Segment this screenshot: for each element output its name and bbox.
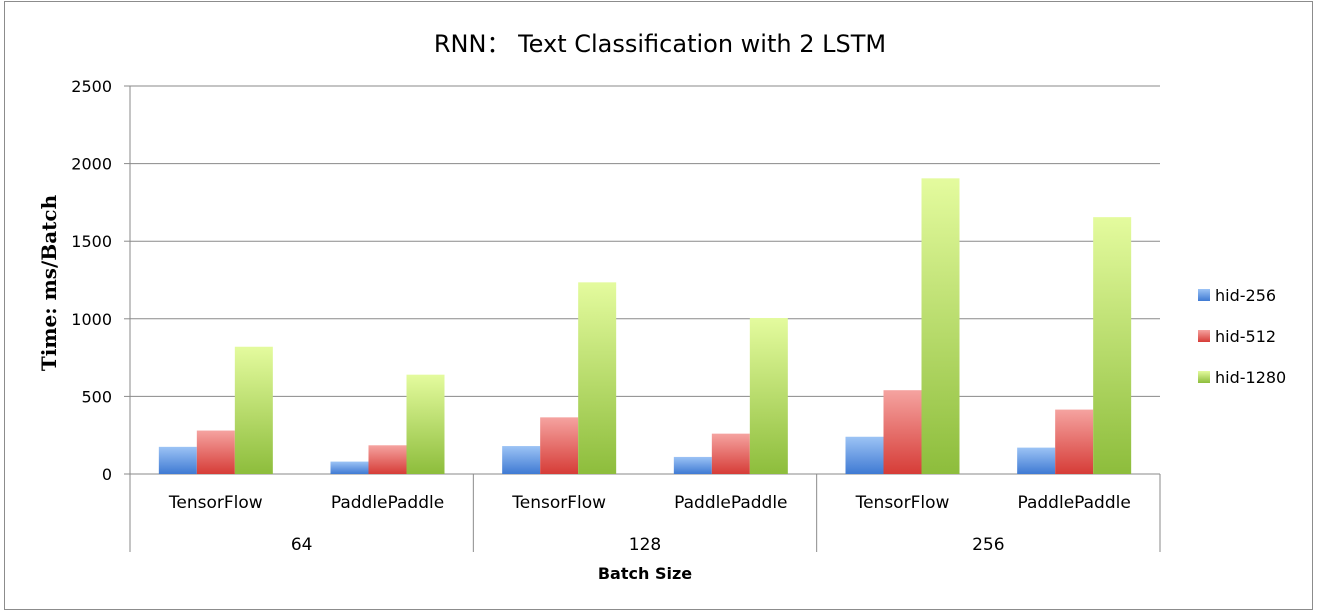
bar-hid-512-3 bbox=[711, 433, 750, 474]
bar-hid-1280-5 bbox=[1093, 217, 1132, 475]
legend-swatch bbox=[1198, 330, 1210, 342]
legend: hid-256 hid-512 hid-1280 bbox=[1198, 286, 1286, 387]
bar-hid-256-4 bbox=[845, 436, 884, 474]
category-label: TensorFlow bbox=[511, 493, 606, 513]
y-tick-label: 1500 bbox=[71, 232, 112, 251]
y-axis-ticks: 0 500 1000 1500 2000 2500 bbox=[71, 77, 112, 484]
bar-hid-512-5 bbox=[1055, 409, 1094, 474]
group-label: 128 bbox=[629, 535, 661, 555]
legend-label: hid-512 bbox=[1215, 327, 1276, 346]
bar-hid-512-1 bbox=[368, 445, 407, 474]
bar-hid-512-4 bbox=[883, 390, 922, 474]
bar-hid-512-2 bbox=[540, 417, 579, 474]
chart-frame bbox=[4, 1, 1313, 610]
category-label: PaddlePaddle bbox=[1017, 493, 1130, 513]
bar-hid-256-5 bbox=[1017, 447, 1056, 474]
y-axis-label: Time: ms/Batch bbox=[37, 194, 61, 371]
bars bbox=[158, 178, 1132, 475]
y-tick-label: 500 bbox=[81, 387, 112, 406]
y-tick-label: 1000 bbox=[71, 310, 112, 329]
x-axis: TensorFlow PaddlePaddle TensorFlow PaddlePa… bbox=[129, 474, 1161, 555]
legend-swatch bbox=[1198, 371, 1210, 383]
bar-hid-256-3 bbox=[673, 456, 712, 474]
bar-hid-256-0 bbox=[158, 446, 197, 474]
x-axis-label: Batch Size bbox=[598, 564, 692, 583]
bar-hid-1280-1 bbox=[406, 374, 445, 474]
bar-hid-512-0 bbox=[196, 430, 235, 474]
bar-hid-1280-3 bbox=[749, 318, 788, 474]
category-label: PaddlePaddle bbox=[331, 493, 444, 513]
legend-swatch bbox=[1198, 289, 1210, 301]
category-label: TensorFlow bbox=[855, 493, 950, 513]
bar-hid-1280-4 bbox=[921, 178, 960, 474]
bar-hid-256-2 bbox=[502, 446, 541, 474]
y-tick-label: 2500 bbox=[71, 77, 112, 96]
bar-hid-256-1 bbox=[330, 461, 369, 474]
legend-label: hid-1280 bbox=[1215, 368, 1286, 387]
y-tick-label: 0 bbox=[102, 465, 112, 484]
bar-hid-1280-2 bbox=[578, 282, 617, 474]
group-label: 64 bbox=[291, 535, 313, 555]
bar-hid-1280-0 bbox=[234, 346, 273, 474]
chart-title: RNN： Text Classification with 2 LSTM bbox=[434, 30, 886, 58]
group-label: 256 bbox=[972, 535, 1004, 555]
category-label: PaddlePaddle bbox=[674, 493, 787, 513]
legend-label: hid-256 bbox=[1215, 286, 1276, 305]
category-label: TensorFlow bbox=[168, 493, 263, 513]
gridlines bbox=[124, 85, 1160, 552]
y-tick-label: 2000 bbox=[71, 155, 112, 174]
